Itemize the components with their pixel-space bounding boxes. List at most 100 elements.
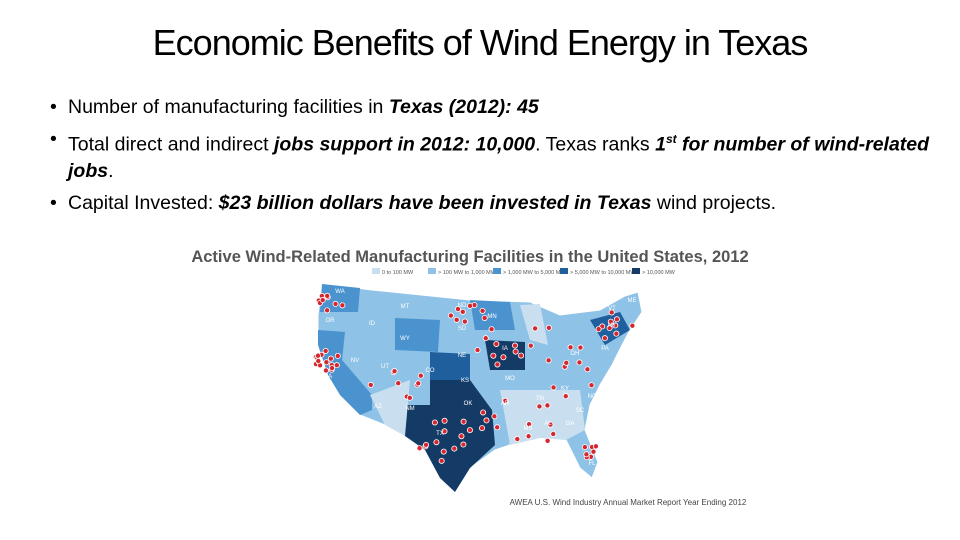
state-label: ND xyxy=(458,303,467,309)
state-label: CO xyxy=(426,368,435,374)
facility-dot xyxy=(583,451,590,458)
facility-dot xyxy=(482,335,489,342)
state-labels: WA OR CA NV ID MT WY UT AZ NM CO ND SD NE KS OK TX MN IA MO… xyxy=(324,289,637,467)
state-label: CA xyxy=(324,374,332,380)
legend-label: > 100 MW to 1,000 MW xyxy=(438,270,497,276)
facility-dot xyxy=(333,362,340,369)
facility-dot xyxy=(550,384,557,391)
facility-dot xyxy=(588,382,595,389)
facility-dot xyxy=(608,309,615,316)
legend-label: > 5,000 MW to 10,000 MW xyxy=(570,270,636,276)
facility-dot xyxy=(494,361,501,368)
facility-dot xyxy=(483,417,490,424)
facility-dot xyxy=(474,347,481,354)
facility-dot xyxy=(438,457,445,464)
facility-dot xyxy=(512,348,519,355)
facility-dot xyxy=(447,312,454,319)
facility-dot xyxy=(576,359,583,366)
facility-dot xyxy=(467,302,474,309)
facility-dot xyxy=(441,417,448,424)
facility-dots xyxy=(312,292,636,464)
facility-dot xyxy=(454,306,461,313)
facility-dot xyxy=(460,418,467,425)
text: Number of manufacturing facilities in xyxy=(68,96,389,118)
text: 1 xyxy=(655,133,666,156)
bullet-list: Number of manufacturing facilities in Te… xyxy=(50,94,930,222)
state-label: NE xyxy=(458,353,466,359)
facility-dot xyxy=(433,439,440,446)
facility-dot xyxy=(329,365,336,372)
facility-dot xyxy=(451,445,458,452)
legend-label: 0 to 100 MW xyxy=(382,270,414,276)
facility-dot xyxy=(532,325,539,332)
facility-dot xyxy=(339,302,346,309)
facility-dot xyxy=(332,300,339,307)
facility-dot xyxy=(536,403,543,410)
state-label: UT xyxy=(381,364,389,370)
state-label: FL xyxy=(588,461,596,467)
state-label: NM xyxy=(405,406,414,412)
region xyxy=(430,352,470,380)
state-label: MT xyxy=(401,304,410,310)
facility-dot xyxy=(461,318,468,325)
state-label: OH xyxy=(571,351,580,357)
state-label: TN xyxy=(536,396,544,402)
facility-dot xyxy=(491,413,498,420)
facility-dot xyxy=(550,430,557,437)
bullet: Total direct and indirect jobs support i… xyxy=(50,126,930,184)
state-label: TX xyxy=(436,431,444,437)
facility-dot xyxy=(545,324,552,331)
region xyxy=(500,390,585,445)
facility-dot xyxy=(478,425,485,432)
facility-dot xyxy=(567,344,574,351)
facility-dot xyxy=(322,347,329,354)
text: Capital Invested: xyxy=(68,191,219,214)
facility-dot xyxy=(323,359,330,366)
map-title: Active Wind-Related Manufacturing Facili… xyxy=(191,248,748,266)
state-label: AR xyxy=(501,401,510,407)
legend-label: > 1,000 MW to 5,000 MW xyxy=(503,270,566,276)
facility-dot xyxy=(607,318,614,325)
facility-dot xyxy=(595,326,602,333)
facility-dot xyxy=(544,437,551,444)
bullet: Capital Invested: $23 billion dollars ha… xyxy=(50,190,930,216)
facility-dot xyxy=(416,445,423,452)
facility-dot xyxy=(481,314,488,321)
facility-dot xyxy=(334,352,341,359)
facility-dot xyxy=(629,322,636,329)
region xyxy=(470,300,515,330)
state-label: KS xyxy=(461,378,469,384)
text: st xyxy=(665,132,677,146)
facility-dot xyxy=(466,427,473,434)
facility-dot xyxy=(584,366,591,373)
facility-dot xyxy=(391,368,398,375)
state-label: ID xyxy=(369,321,376,327)
text: for number of wind-related jobs xyxy=(68,133,930,182)
facility-dot xyxy=(458,433,465,440)
facility-dot xyxy=(460,441,467,448)
state-label: WA xyxy=(335,289,344,295)
facility-dot xyxy=(319,297,326,304)
slide-title: Economic Benefits of Wind Energy in Texa… xyxy=(152,22,809,63)
facility-dot xyxy=(459,308,466,315)
text: jobs support in 2012: 10,000 xyxy=(273,133,536,156)
facility-dot xyxy=(612,322,619,329)
facility-dot xyxy=(511,342,518,349)
state-label: SC xyxy=(576,408,585,414)
region xyxy=(520,304,548,345)
facility-dot xyxy=(494,424,501,431)
facility-dot xyxy=(493,340,500,347)
text: Texas (2012): 45 xyxy=(388,96,539,118)
state-label: ME xyxy=(628,298,637,304)
facility-dot xyxy=(527,342,534,349)
facility-dot xyxy=(547,421,554,428)
facility-dot xyxy=(395,380,402,387)
state-label: MN xyxy=(487,314,496,320)
facility-dot xyxy=(324,307,331,314)
facility-dot xyxy=(314,352,321,359)
facility-dot xyxy=(406,394,413,401)
facility-dot xyxy=(327,355,334,362)
